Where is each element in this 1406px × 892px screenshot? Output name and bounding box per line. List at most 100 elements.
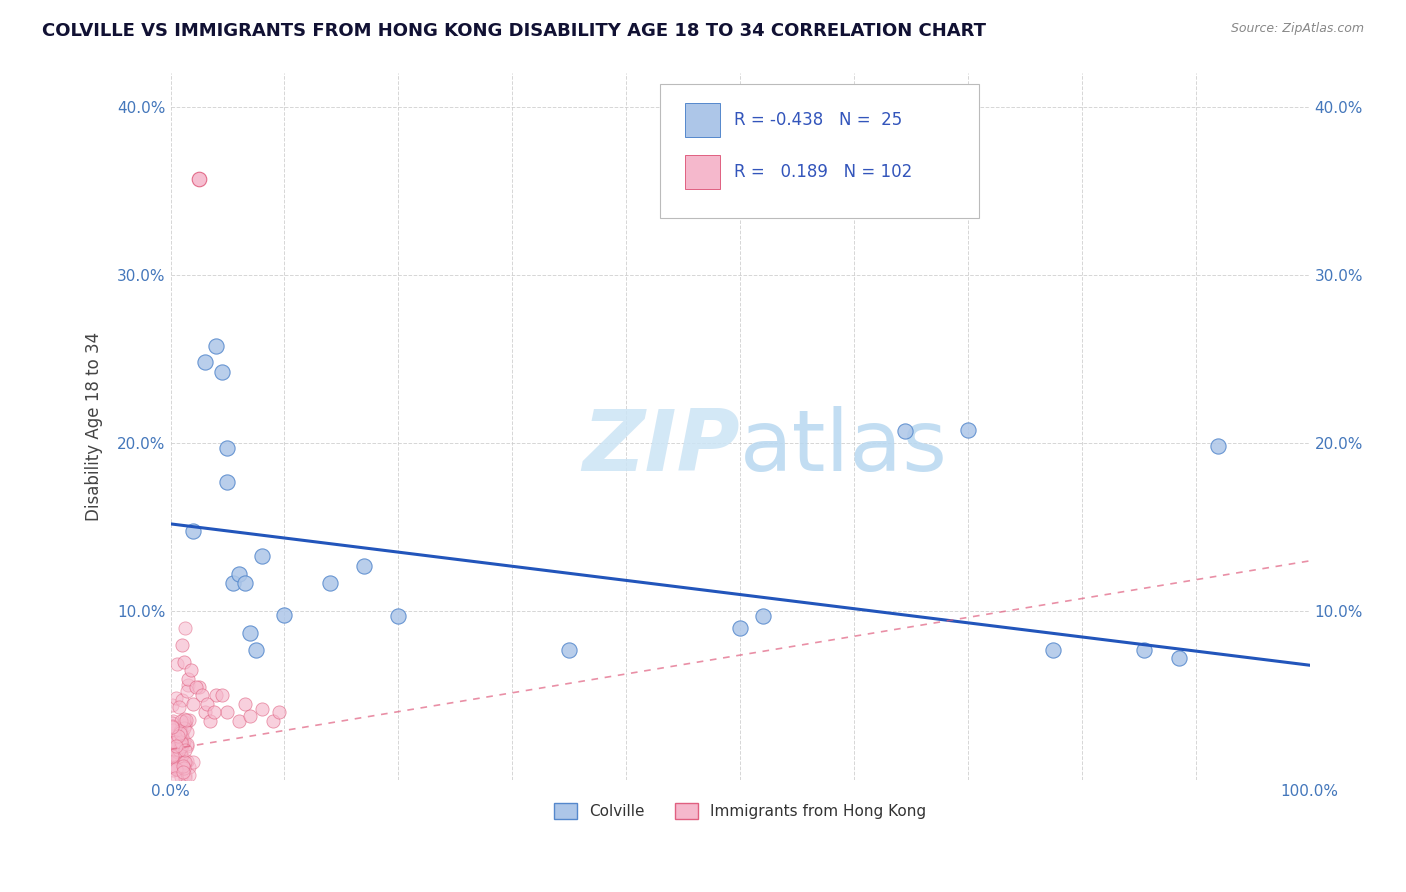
Point: [177, 678, 200, 692]
FancyBboxPatch shape: [685, 155, 720, 189]
Point: [173, 734, 195, 748]
Point: [160, 731, 183, 745]
Point: [250, 549, 273, 563]
Point: [177, 760, 200, 774]
Point: [165, 762, 187, 776]
Point: [183, 755, 205, 769]
Point: [174, 771, 197, 785]
Point: [170, 725, 193, 739]
Point: [172, 758, 194, 772]
Point: [163, 734, 186, 748]
Text: R =   0.189   N = 102: R = 0.189 N = 102: [734, 163, 912, 181]
Point: [174, 755, 197, 769]
Point: [262, 714, 284, 728]
Point: [167, 700, 190, 714]
Point: [170, 730, 193, 744]
Point: [176, 683, 198, 698]
Point: [166, 754, 188, 768]
Text: atlas: atlas: [740, 406, 948, 489]
Point: [191, 689, 214, 703]
Point: [194, 355, 217, 369]
Point: [267, 706, 290, 720]
Point: [165, 691, 187, 706]
Point: [170, 714, 193, 728]
Point: [163, 751, 186, 765]
Point: [160, 698, 183, 712]
Point: [173, 712, 195, 726]
Point: [211, 366, 233, 380]
Point: [162, 723, 184, 738]
Point: [167, 740, 190, 755]
Point: [167, 752, 190, 766]
Point: [160, 716, 183, 731]
Point: [170, 756, 193, 771]
Point: [1133, 643, 1156, 657]
Point: [173, 718, 195, 732]
Point: [228, 567, 250, 582]
Point: [558, 643, 581, 657]
Point: [1042, 643, 1064, 657]
Point: [1167, 651, 1189, 665]
Point: [172, 739, 194, 753]
Point: [160, 720, 183, 734]
Point: [217, 706, 239, 720]
Point: [170, 747, 193, 761]
Point: [173, 714, 195, 729]
Point: [176, 737, 198, 751]
Point: [173, 621, 195, 635]
Point: [170, 762, 193, 776]
Point: [174, 713, 197, 727]
Text: COLVILLE VS IMMIGRANTS FROM HONG KONG DISABILITY AGE 18 TO 34 CORRELATION CHART: COLVILLE VS IMMIGRANTS FROM HONG KONG DI…: [42, 22, 986, 40]
Point: [172, 764, 194, 779]
Point: [239, 708, 262, 723]
Point: [172, 759, 194, 773]
Point: [179, 713, 201, 727]
Y-axis label: Disability Age 18 to 34: Disability Age 18 to 34: [86, 332, 103, 521]
Point: [176, 739, 198, 753]
Point: [167, 729, 190, 743]
FancyBboxPatch shape: [685, 103, 720, 137]
Point: [162, 763, 184, 777]
Point: [169, 726, 191, 740]
Point: [173, 755, 195, 769]
Point: [166, 762, 188, 776]
Point: [172, 738, 194, 752]
Point: [165, 739, 187, 753]
Point: [205, 338, 228, 352]
Point: [250, 702, 273, 716]
Point: [217, 441, 239, 455]
Point: [167, 743, 190, 757]
Point: [387, 609, 409, 624]
Point: [211, 689, 233, 703]
Point: [165, 760, 187, 774]
Point: [894, 425, 917, 439]
Point: [180, 663, 202, 677]
Point: [176, 725, 198, 739]
Point: [173, 655, 195, 669]
Text: ZIP: ZIP: [582, 406, 740, 489]
Point: [222, 575, 245, 590]
Point: [202, 706, 225, 720]
Point: [162, 714, 184, 728]
Point: [183, 697, 205, 711]
Point: [233, 575, 256, 590]
Point: [173, 761, 195, 775]
Point: [177, 768, 200, 782]
Point: [183, 524, 205, 538]
Point: [245, 643, 267, 657]
Point: [752, 609, 775, 624]
Point: [170, 739, 193, 754]
Point: [205, 689, 228, 703]
FancyBboxPatch shape: [661, 84, 979, 218]
Point: [166, 751, 188, 765]
Point: [166, 756, 188, 770]
Point: [165, 744, 187, 758]
Point: [170, 770, 193, 784]
Point: [188, 680, 211, 694]
Point: [228, 714, 250, 728]
Point: [173, 722, 195, 736]
Point: [167, 734, 190, 748]
Point: [166, 657, 188, 671]
Point: [170, 749, 193, 764]
Point: [353, 558, 375, 573]
